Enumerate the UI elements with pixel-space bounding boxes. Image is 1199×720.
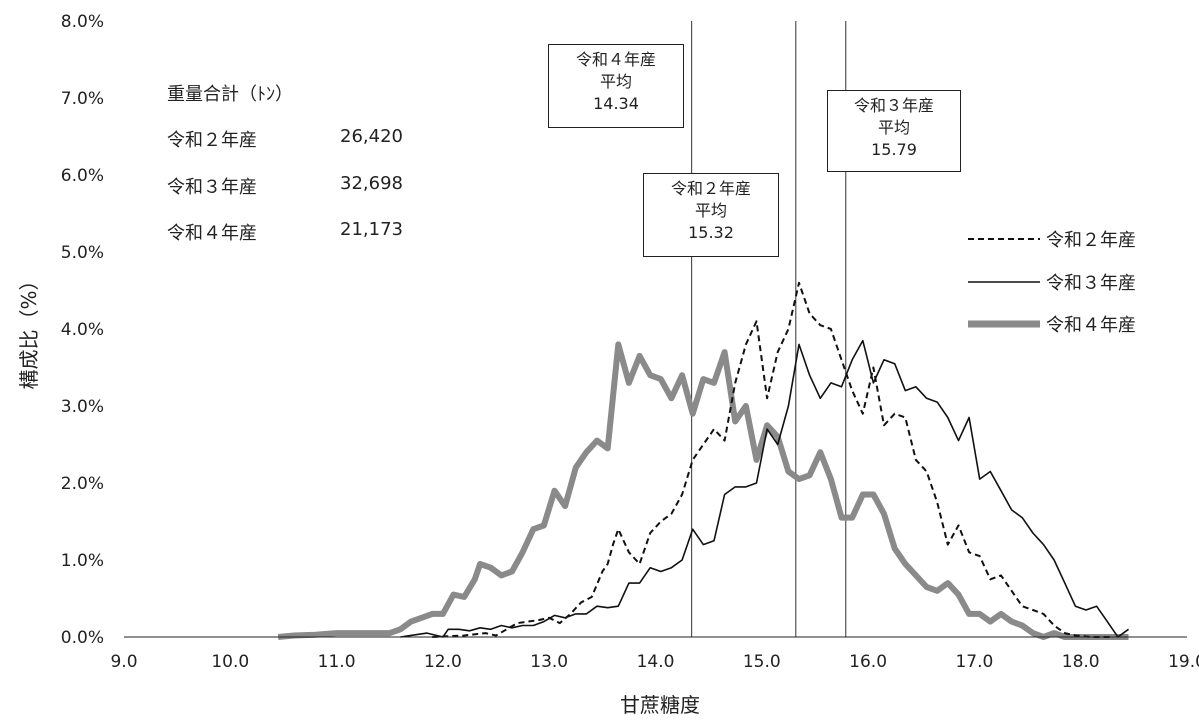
x-tick-label: 13.0 xyxy=(530,652,568,672)
series-group xyxy=(277,281,1129,640)
annotation-r3-average: 令和３年産 平均 15.79 xyxy=(827,90,961,172)
x-tick-label: 12.0 xyxy=(424,652,462,672)
legend: 令和２年産 令和３年産 令和４年産 xyxy=(968,230,1136,336)
annotation-r3-line2: 平均 xyxy=(877,118,910,137)
weights-value-r3: 32,698 xyxy=(340,173,403,194)
series-line-4 xyxy=(277,341,1129,640)
annotation-r2-line2: 平均 xyxy=(694,201,727,220)
weights-label-r3: 令和３年産 xyxy=(167,177,257,198)
y-axis-label: 構成比（%） xyxy=(17,270,41,389)
x-axis: 9.0 10.0 11.0 12.0 13.0 14.0 15.0 16.0 17.0 18.0 1… xyxy=(110,652,1199,672)
y-tick-label: 1.0% xyxy=(61,551,104,571)
y-tick-label: 0.0% xyxy=(61,628,104,648)
y-tick-label: 4.0% xyxy=(61,320,104,340)
annotation-r4-line1: 令和４年産 xyxy=(575,50,656,69)
x-tick-label: 15.0 xyxy=(743,652,781,672)
legend-label-r3: 令和３年産 xyxy=(1046,273,1136,294)
annotation-r4-average: 令和４年産 平均 14.34 xyxy=(548,44,684,128)
x-tick-label: 16.0 xyxy=(849,652,887,672)
y-axis: 0.0% 1.0% 2.0% 3.0% 4.0% 5.0% 6.0% 7.0% 8.0% xyxy=(61,12,104,648)
legend-label-r2: 令和２年産 xyxy=(1046,230,1136,251)
y-tick-label: 3.0% xyxy=(61,397,104,417)
x-tick-label: 18.0 xyxy=(1062,652,1100,672)
annotation-r2-line1: 令和２年産 xyxy=(670,179,751,198)
weights-value-r4: 21,173 xyxy=(340,219,403,240)
series-line-3 xyxy=(400,339,1129,638)
reference-lines xyxy=(691,21,847,637)
annotation-r4-line2: 平均 xyxy=(599,72,632,91)
series-line-2 xyxy=(432,281,1113,638)
y-tick-label: 7.0% xyxy=(61,89,104,109)
annotation-r2-value: 15.32 xyxy=(688,223,734,242)
y-tick-label: 2.0% xyxy=(61,474,104,494)
annotation-r4-value: 14.34 xyxy=(593,94,639,113)
x-tick-label: 17.0 xyxy=(955,652,993,672)
x-tick-label: 11.0 xyxy=(318,652,356,672)
x-tick-label: 19.0 xyxy=(1168,652,1199,672)
weights-label-r2: 令和２年産 xyxy=(167,130,257,151)
weights-heading: 重量合計（ﾄﾝ） xyxy=(167,84,293,105)
x-tick-label: 14.0 xyxy=(637,652,675,672)
legend-label-r4: 令和４年産 xyxy=(1046,315,1136,336)
y-tick-label: 5.0% xyxy=(61,243,104,263)
y-tick-label: 6.0% xyxy=(61,166,104,186)
x-axis-label: 甘蔗糖度 xyxy=(620,693,700,717)
weights-label-r4: 令和４年産 xyxy=(167,223,257,244)
annotation-r2-average: 令和２年産 平均 15.32 xyxy=(643,173,779,257)
annotation-r3-value: 15.79 xyxy=(871,140,917,159)
weights-value-r2: 26,420 xyxy=(340,126,403,147)
annotation-r3-line1: 令和３年産 xyxy=(853,96,934,115)
x-tick-label: 10.0 xyxy=(211,652,249,672)
y-tick-label: 8.0% xyxy=(61,12,104,32)
x-tick-label: 9.0 xyxy=(110,652,137,672)
